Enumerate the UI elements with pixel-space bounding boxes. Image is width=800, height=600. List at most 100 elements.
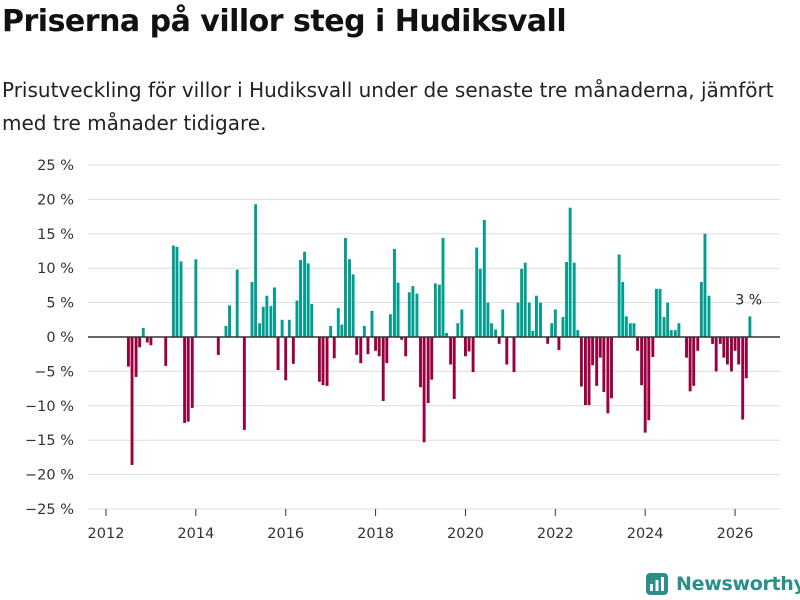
y-tick-label: −10 % [25, 399, 74, 415]
bar [516, 302, 520, 337]
bar [572, 262, 576, 337]
newsworthy-logo: Newsworthy [646, 570, 800, 598]
bar [254, 204, 258, 337]
chart-subtitle: Prisutveckling för villor i Hudiksvall u… [2, 78, 774, 135]
bar [437, 284, 441, 337]
x-tick-label: 2014 [177, 526, 214, 542]
bar [666, 302, 670, 337]
bar [280, 319, 284, 337]
bar [175, 246, 179, 337]
bar [452, 337, 456, 399]
bar [471, 337, 475, 373]
bar [400, 337, 404, 340]
y-tick-label: −5 % [34, 364, 74, 380]
bar [393, 248, 396, 337]
bar [482, 220, 486, 337]
bars [126, 204, 752, 465]
bar [523, 262, 527, 337]
bar [651, 337, 655, 357]
bar [445, 332, 449, 337]
bar [228, 305, 231, 337]
bar [419, 337, 422, 388]
bar [426, 337, 430, 404]
bar [164, 337, 168, 366]
bar [336, 308, 340, 337]
bar [624, 316, 628, 337]
bar [130, 337, 134, 465]
bar [494, 329, 498, 337]
y-axis-labels: 25 % 20 % 15 % 10 % 5 % 0 % −5 % −10 % −15 % −20 … [25, 158, 74, 518]
bar [640, 337, 644, 386]
bar [527, 302, 531, 337]
bar [179, 261, 183, 337]
bar [273, 287, 276, 337]
bar [669, 330, 673, 337]
bar [385, 337, 389, 364]
bar [595, 337, 599, 386]
bar [456, 323, 460, 337]
x-tick-label: 2024 [627, 526, 664, 542]
bar [561, 317, 565, 337]
bar [714, 337, 718, 372]
newsworthy-logo-text: Newsworthy [676, 573, 800, 595]
bar [692, 337, 696, 386]
bar [707, 295, 711, 337]
bar [531, 330, 535, 337]
y-tick-label: 15 % [37, 227, 74, 243]
bar [467, 337, 471, 352]
bar [366, 337, 370, 355]
bar [598, 337, 602, 358]
bar [587, 337, 591, 406]
y-tick-label: 20 % [37, 192, 74, 208]
bar [557, 337, 561, 351]
bar [643, 337, 647, 433]
y-tick-label: 10 % [37, 261, 74, 277]
bar [748, 316, 752, 337]
bar [404, 337, 408, 357]
bar [475, 247, 479, 337]
bar [576, 330, 580, 337]
y-tick-label: −15 % [25, 433, 74, 449]
bar [430, 337, 434, 380]
y-tick-label: −20 % [25, 468, 74, 484]
bar [351, 274, 355, 337]
bar [737, 337, 741, 365]
bar [741, 337, 745, 420]
bar [535, 295, 538, 337]
bar [583, 337, 587, 406]
x-tick-label: 2020 [447, 526, 484, 542]
bar [628, 323, 632, 337]
bar [303, 251, 307, 337]
bar [501, 309, 505, 337]
bar [606, 337, 610, 414]
bar [235, 269, 239, 337]
bar [186, 337, 190, 422]
bar [460, 309, 464, 337]
bar [464, 337, 467, 357]
x-tick-label: 2012 [88, 526, 125, 542]
bar [381, 337, 385, 401]
bar [617, 254, 621, 337]
bar [565, 262, 569, 337]
y-tick-label: 0 % [46, 330, 74, 346]
bar [647, 337, 651, 421]
x-tick-label: 2016 [267, 526, 304, 542]
bar [216, 337, 220, 355]
bar [194, 259, 198, 337]
bar [505, 337, 509, 365]
bar [321, 337, 325, 386]
bar [550, 323, 554, 337]
bar [415, 293, 419, 337]
bar [711, 337, 715, 344]
bar [261, 306, 265, 337]
bar [149, 337, 153, 346]
bar [126, 337, 130, 367]
bar [602, 337, 606, 393]
bar [340, 324, 344, 337]
bar [325, 337, 329, 386]
bar [546, 337, 550, 344]
bar [411, 286, 415, 337]
bar [568, 207, 572, 337]
y-tick-label: 25 % [37, 158, 74, 174]
